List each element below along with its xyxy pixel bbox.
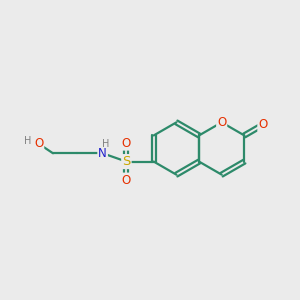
Text: O: O: [217, 116, 226, 129]
Text: O: O: [122, 173, 131, 187]
Text: O: O: [34, 137, 43, 150]
Text: N: N: [98, 147, 107, 160]
Text: H: H: [102, 140, 109, 149]
Text: O: O: [122, 137, 131, 150]
Text: S: S: [122, 155, 130, 168]
Text: H: H: [24, 136, 31, 146]
Text: O: O: [258, 118, 268, 131]
